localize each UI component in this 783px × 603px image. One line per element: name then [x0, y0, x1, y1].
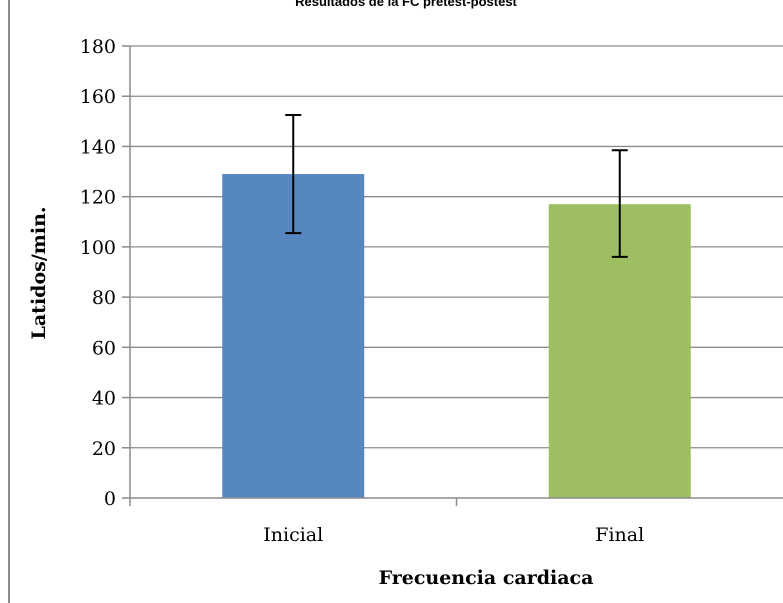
chart-title: Resultados de la FC pretest-postest	[295, 0, 517, 9]
chart-frame-left-border	[8, 0, 10, 603]
y-tick-label-4: 80	[92, 287, 116, 309]
x-category-labels: Inicial Final	[263, 524, 644, 546]
y-tick-label-9: 180	[80, 36, 116, 58]
y-tick-label-7: 140	[80, 136, 116, 158]
y-tick-label-1: 20	[92, 438, 116, 460]
axes	[122, 45, 783, 506]
x-category-label-final: Final	[595, 524, 644, 546]
error-bar-final	[611, 149, 628, 258]
y-tick-labels: 0 20 40 60 80 100 120 140 160 180	[80, 36, 116, 510]
y-tick-label-6: 120	[80, 187, 116, 209]
x-category-label-inicial: Inicial	[263, 524, 323, 546]
y-axis-label: Latidos/min.	[28, 206, 50, 339]
error-bar-inicial	[285, 114, 302, 235]
y-tick-label-0: 0	[104, 488, 116, 510]
y-tick-label-2: 40	[92, 388, 116, 410]
y-tick-label-3: 60	[92, 337, 116, 359]
y-tick-label-5: 100	[80, 237, 116, 259]
y-tick-label-8: 160	[80, 86, 116, 108]
error-bars	[285, 114, 628, 258]
x-axis-label: Frecuencia cardiaca	[379, 567, 594, 589]
